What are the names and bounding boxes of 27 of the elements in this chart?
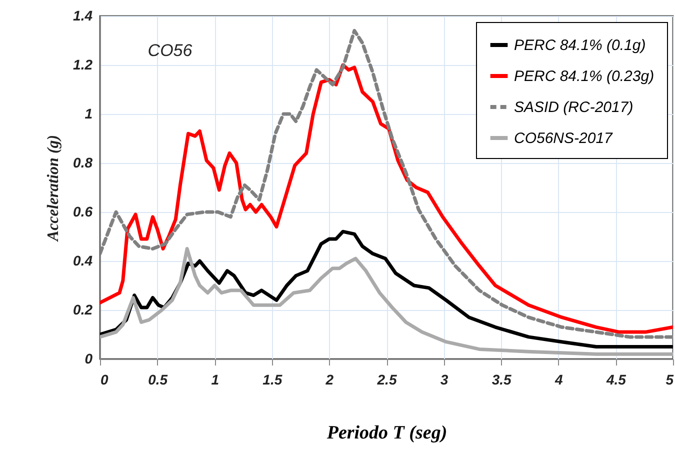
y-tick-label: 1 [84, 106, 93, 122]
x-tick-label: 3.5 [492, 372, 512, 388]
y-tick-label: 1.2 [73, 56, 93, 72]
annotation: CO56 [148, 41, 193, 60]
legend-label: SASID (RC-2017) [514, 99, 634, 116]
y-tick-label: 0.2 [73, 302, 93, 318]
y-tick-label: 0.4 [73, 252, 93, 268]
x-tick-label: 4.5 [605, 372, 626, 388]
line-series [100, 247, 673, 356]
x-tick-label: 0.5 [148, 372, 168, 388]
x-tick-label: 4 [554, 372, 563, 388]
x-tick-label: 1 [211, 372, 220, 388]
x-tick-label: 2.5 [376, 372, 397, 388]
legend-label: PERC 84.1% (0.1g) [514, 37, 646, 54]
y-tick-label: 0.8 [73, 154, 93, 170]
x-axis-title: Periodo T (seg) [326, 422, 448, 444]
x-tick-label: 2 [324, 372, 334, 388]
x-tick-label: 1.5 [262, 372, 282, 388]
x-tick-label: 3 [440, 372, 448, 388]
legend-label: PERC 84.1% (0.23g) [514, 68, 654, 85]
y-tick-label: 1.4 [73, 8, 93, 24]
y-tick-label: 0.6 [73, 204, 93, 220]
y-axis-title: Acceleration (g) [45, 134, 62, 242]
y-tick-label: 0 [84, 350, 93, 366]
x-tick-label: 5 [666, 372, 674, 388]
legend-label: CO56NS-2017 [514, 130, 614, 147]
x-tick-label: 0 [100, 372, 108, 388]
